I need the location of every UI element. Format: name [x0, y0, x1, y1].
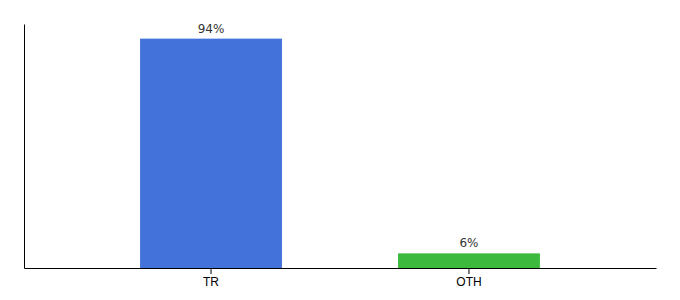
- bar: [398, 253, 540, 268]
- x-tick-mark: [211, 268, 212, 274]
- bars: [140, 39, 540, 268]
- y-axis: [24, 25, 25, 269]
- data-label: 94%: [198, 22, 225, 36]
- x-axis: TR OTH: [25, 268, 657, 289]
- x-tick-label: OTH: [456, 275, 481, 289]
- x-tick: TR: [203, 268, 219, 289]
- x-tick-mark: [468, 268, 469, 274]
- bar: [140, 39, 282, 268]
- y-axis-line: [24, 25, 25, 269]
- x-tick: OTH: [456, 268, 481, 289]
- x-axis-line: [25, 268, 657, 269]
- chart: TR OTH 94% 6%: [0, 0, 680, 300]
- x-tick-label: TR: [203, 275, 219, 289]
- data-label: 6%: [459, 236, 478, 250]
- plot: TR OTH 94% 6%: [25, 22, 657, 289]
- data-labels: 94% 6%: [198, 22, 479, 251]
